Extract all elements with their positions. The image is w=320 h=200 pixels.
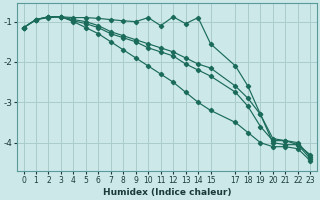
X-axis label: Humidex (Indice chaleur): Humidex (Indice chaleur): [103, 188, 231, 197]
